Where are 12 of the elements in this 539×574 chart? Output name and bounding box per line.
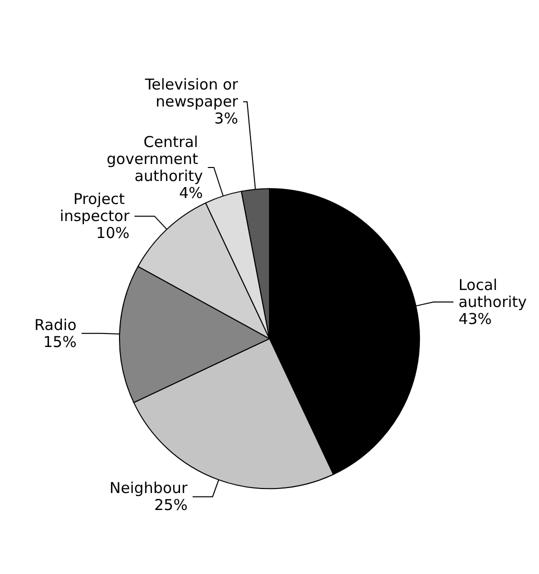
data-label: 43% bbox=[458, 310, 492, 328]
data-label: 4% bbox=[179, 184, 203, 202]
slice-label: Neighbour bbox=[110, 479, 188, 498]
slice-label: Central government authority bbox=[106, 132, 203, 185]
data-label: 3% bbox=[214, 110, 238, 128]
data-label: 10% bbox=[96, 224, 130, 242]
slice-label: Television or newspaper bbox=[144, 76, 239, 111]
slice-label: Radio bbox=[34, 316, 77, 334]
slice-label: Project inspector bbox=[60, 190, 130, 226]
data-label: 15% bbox=[43, 332, 77, 351]
slice-label: Local authority bbox=[458, 276, 527, 312]
data-label: 25% bbox=[154, 496, 188, 514]
